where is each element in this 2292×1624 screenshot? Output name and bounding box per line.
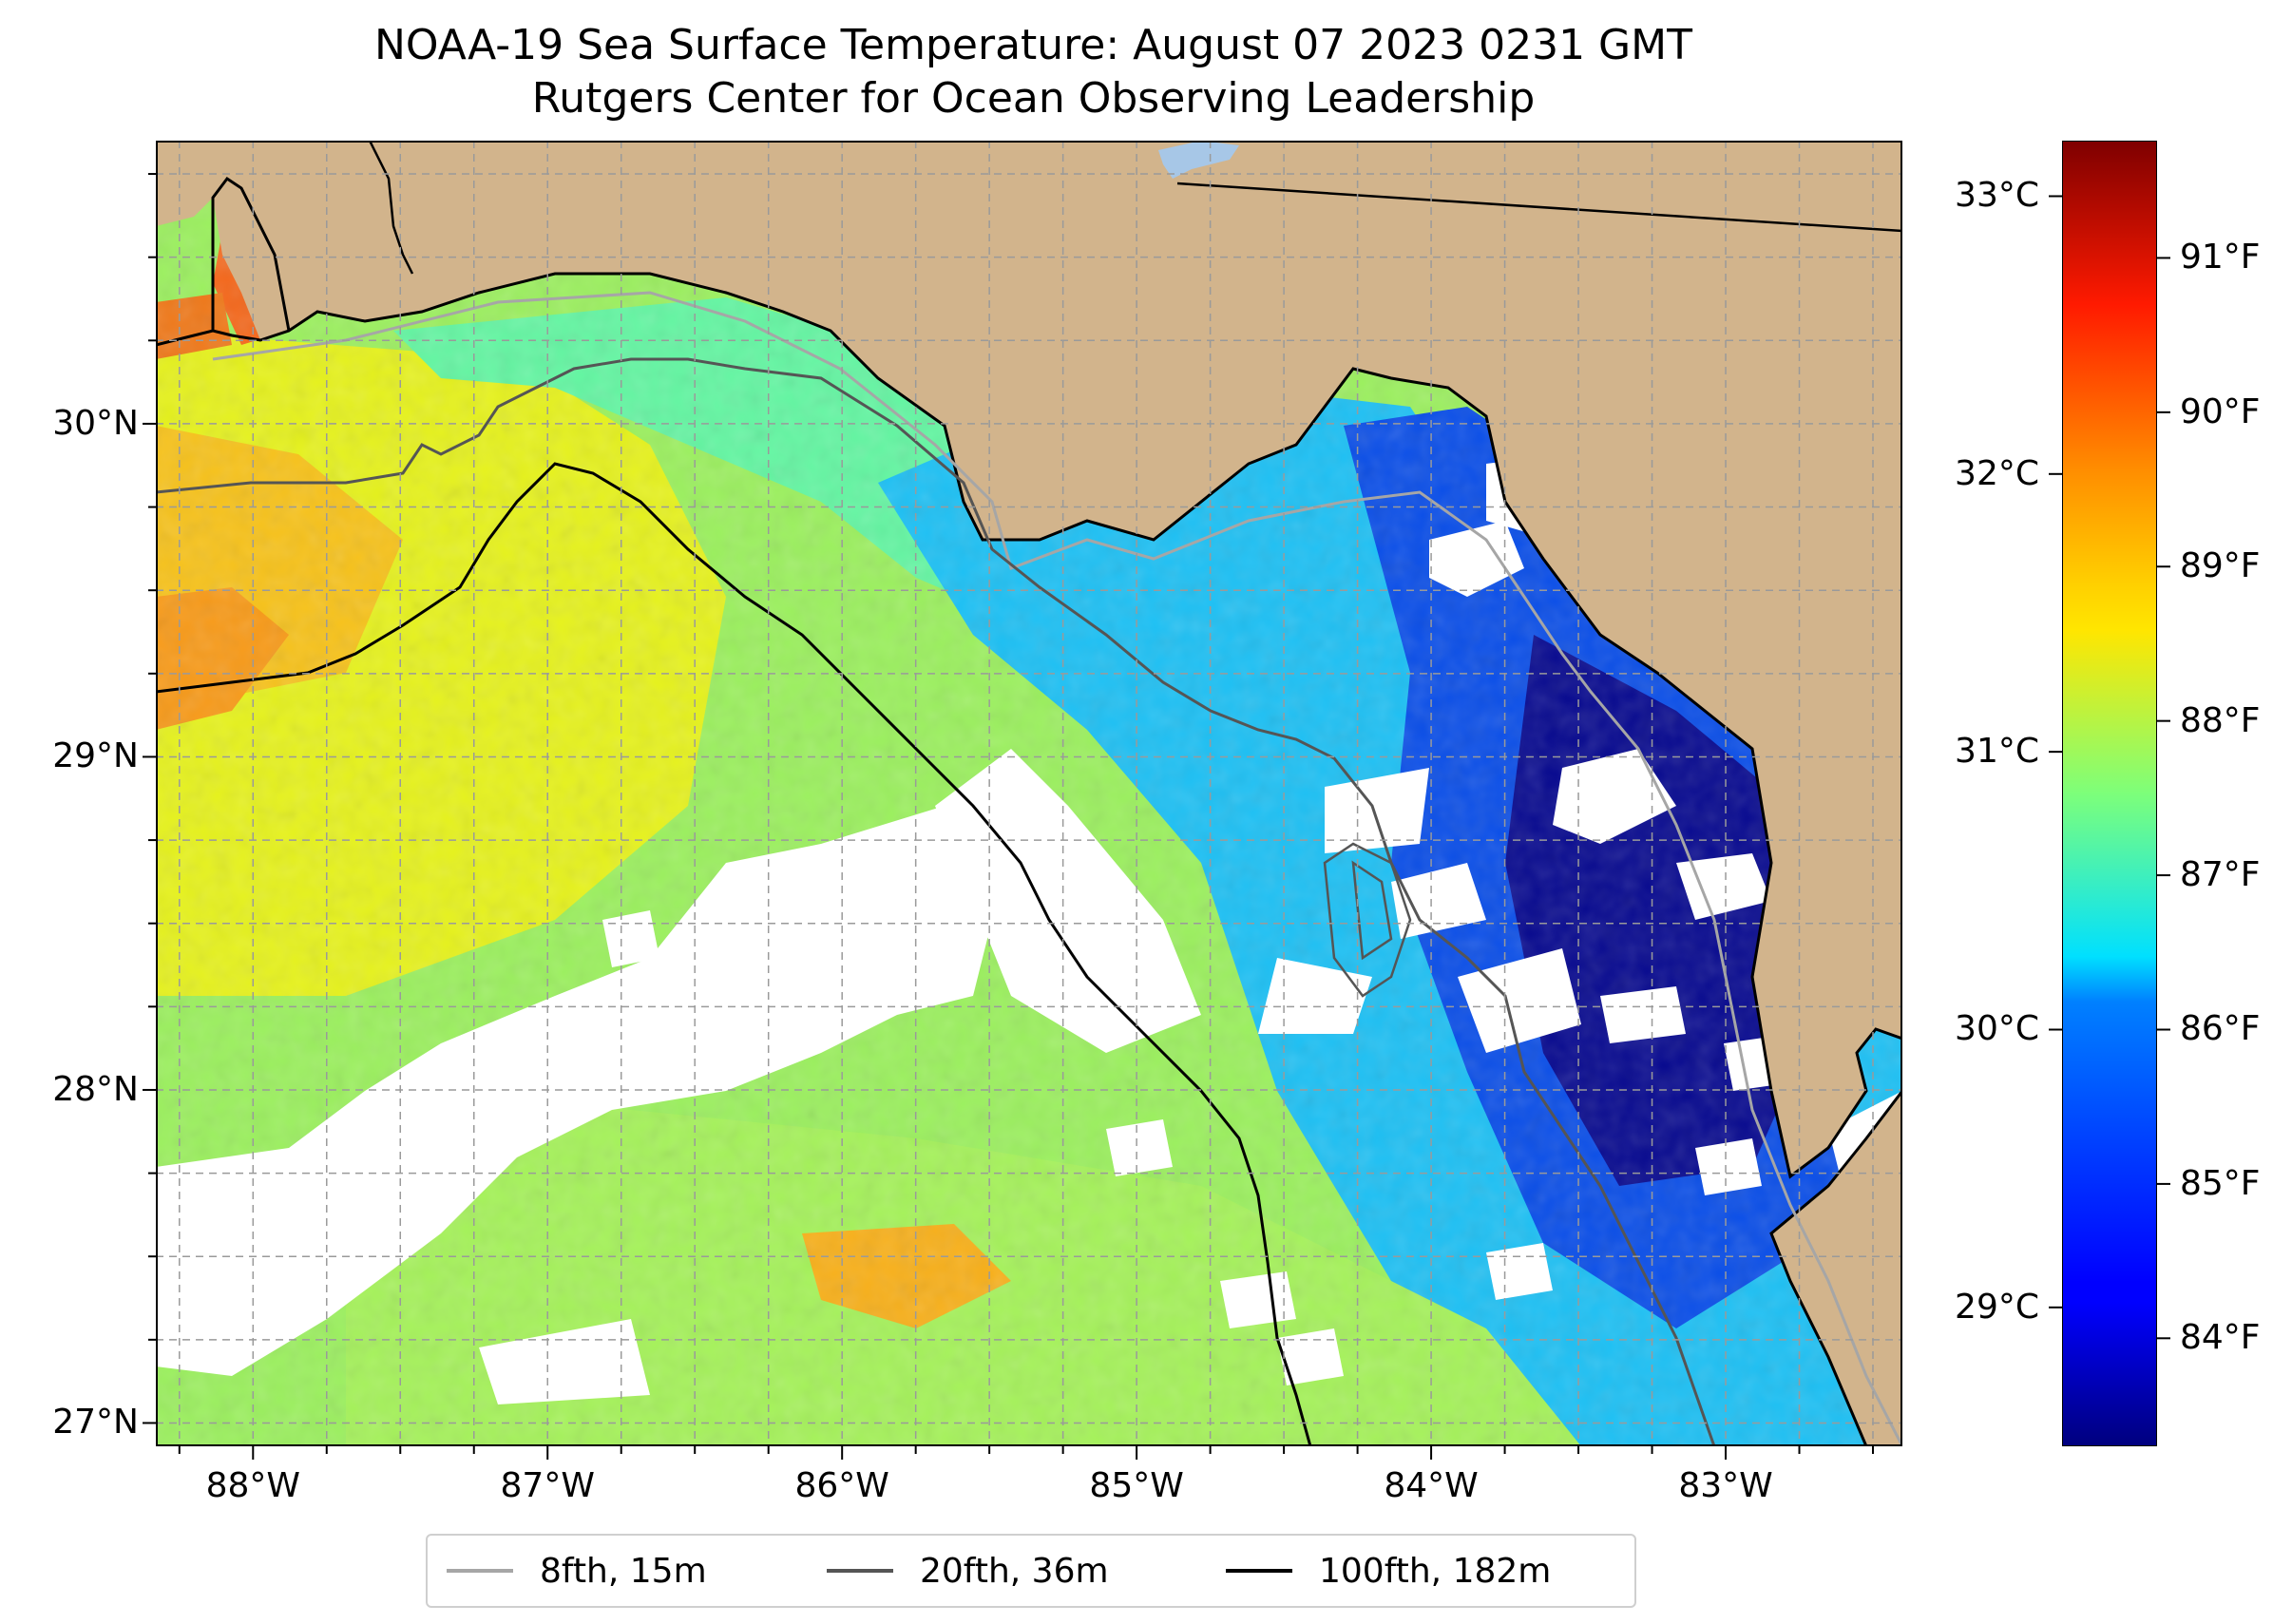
legend-swatch: [1226, 1569, 1292, 1573]
contour-100fth: [156, 462, 1312, 1446]
contour-20fth: [156, 357, 1716, 1446]
chart-subtitle: Rutgers Center for Ocean Observing Leade…: [531, 74, 1536, 123]
legend-label: 20fth, 36m: [920, 1551, 1109, 1591]
celsius-tick-label: 33°C: [1955, 176, 2039, 216]
lat-tick-label: 29°N: [52, 736, 139, 776]
cloud-patch: [602, 910, 659, 967]
colorbar-gradient: [2062, 141, 2157, 1446]
lon-tick-label: 88°W: [205, 1466, 300, 1505]
fahrenheit-tick-label: 88°F: [2180, 700, 2261, 740]
colorbar: [2049, 141, 2170, 1446]
lon-tick-label: 83°W: [1678, 1466, 1773, 1505]
legend-item-100fth: 100fth, 182m: [1226, 1536, 1551, 1606]
cloud-patch: [1676, 853, 1771, 920]
lon-tick-label: 87°W: [500, 1466, 595, 1505]
fahrenheit-tick-label: 87°F: [2180, 855, 2261, 895]
sst-map-canvas: [143, 141, 1902, 1460]
cloud-patch: [1106, 1119, 1173, 1176]
lat-tick-label: 28°N: [52, 1069, 139, 1109]
coastline-florida-south: [1769, 1090, 1902, 1446]
cloud-patch: [1695, 1138, 1762, 1195]
map-frame: [156, 141, 1902, 1446]
land-florida-west: [1771, 1039, 1902, 1446]
coastline: [156, 272, 1902, 1179]
cloud-patch: [764, 891, 831, 958]
cloud-patch: [1458, 948, 1581, 1053]
lon-tick-label: 84°W: [1384, 1466, 1479, 1505]
lon-tick-label: 85°W: [1089, 1466, 1184, 1505]
fahrenheit-tick-label: 84°F: [2180, 1318, 2261, 1358]
cloud-patch: [1553, 749, 1676, 844]
cloud-patch: [1600, 986, 1686, 1043]
chart-title: NOAA-19 Sea Surface Temperature: August …: [374, 21, 1692, 69]
legend-swatch: [827, 1569, 893, 1573]
lat-tick-label: 27°N: [52, 1403, 139, 1442]
axis-ticks: [143, 173, 1875, 1460]
sst-map: [143, 141, 1902, 1460]
colorbar-ticks: [2049, 195, 2170, 1340]
fahrenheit-tick-label: 89°F: [2180, 546, 2261, 586]
contour-20fth-islands: [1323, 842, 1412, 998]
cloud-patch: [1325, 768, 1429, 853]
legend-swatch: [447, 1569, 513, 1573]
cloud-patch: [1486, 1243, 1553, 1300]
legend: 8fth, 15m 20fth, 36m 100fth, 182m: [426, 1534, 1636, 1608]
cloud-patch: [1391, 863, 1486, 939]
cloud-patch: [1277, 1328, 1344, 1385]
celsius-tick-label: 29°C: [1955, 1287, 2039, 1327]
lat-tick-label: 30°N: [52, 403, 139, 443]
contour-8fth: [212, 291, 1902, 1446]
cloud-patch: [1429, 521, 1524, 597]
cloud-patch: [1220, 1271, 1296, 1328]
fahrenheit-tick-label: 90°F: [2180, 392, 2261, 431]
coastline-mobile-bay: [211, 176, 291, 332]
celsius-tick-label: 31°C: [1955, 732, 2039, 772]
state-border-al-fl: [368, 141, 414, 275]
celsius-tick-label: 32°C: [1955, 453, 2039, 493]
gridlines: [156, 141, 1902, 1446]
fahrenheit-tick-label: 85°F: [2180, 1163, 2261, 1203]
legend-item-20fth: 20fth, 36m: [827, 1536, 1109, 1606]
legend-item-8fth: 8fth, 15m: [447, 1536, 707, 1606]
celsius-tick-label: 30°C: [1955, 1009, 2039, 1049]
state-border-ga-fl: [1176, 182, 1902, 233]
lon-tick-label: 86°W: [794, 1466, 889, 1505]
cloud-patch: [935, 749, 1201, 1053]
cloud-patch: [1258, 958, 1372, 1034]
legend-label: 100fth, 182m: [1319, 1551, 1552, 1591]
legend-label: 8fth, 15m: [540, 1551, 707, 1591]
lake-seminole: [1158, 141, 1239, 179]
fahrenheit-tick-label: 86°F: [2180, 1009, 2261, 1049]
fahrenheit-tick-label: 91°F: [2180, 238, 2261, 277]
